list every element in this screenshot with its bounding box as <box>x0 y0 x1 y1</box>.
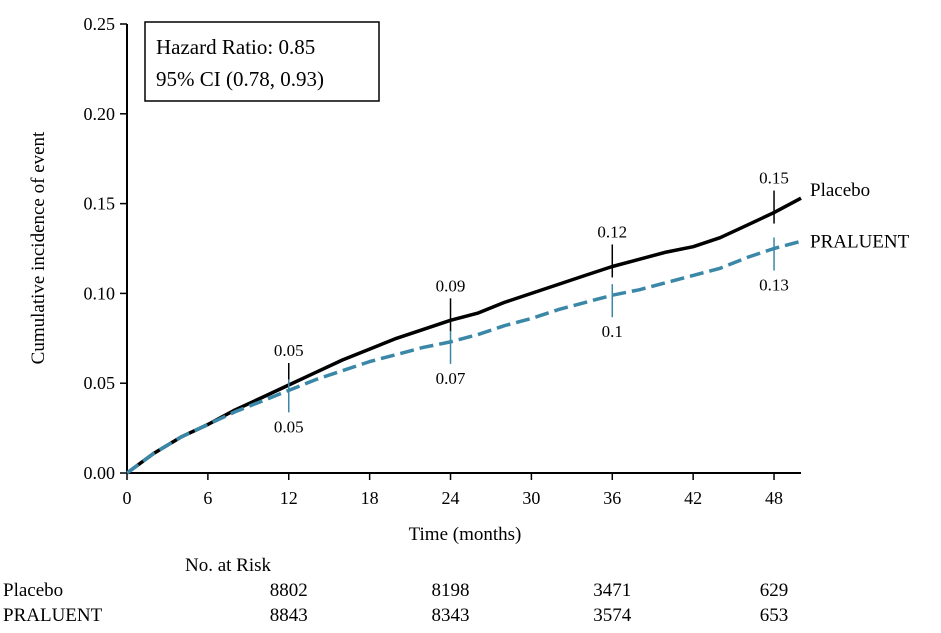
placebo-mark-label: 0.12 <box>597 222 627 241</box>
annotation-box: Hazard Ratio: 0.85 95% CI (0.78, 0.93) <box>144 21 380 102</box>
risk-row-placebo: Placebo 8802 8198 3471 629 <box>0 580 941 604</box>
risk-row-label: PRALUENT <box>3 605 103 626</box>
placebo-mark-label: 0.05 <box>274 341 304 360</box>
y-tick-label: 0.20 <box>84 104 116 124</box>
y-tick-label: 0.00 <box>84 463 116 483</box>
placebo-mark-label: 0.09 <box>436 276 466 295</box>
y-tick-label: 0.25 <box>84 14 116 34</box>
risk-value: 8802 <box>269 580 308 601</box>
risk-row-label: Placebo <box>3 580 64 601</box>
praluent-mark-label: 0.1 <box>602 322 623 341</box>
series-layer: Placebo PRALUENT <box>125 180 910 475</box>
risk-value: 3471 <box>593 580 632 601</box>
series-line-praluent <box>125 239 802 475</box>
y-tick-label: 0.10 <box>84 283 116 303</box>
x-tick-label: 12 <box>280 488 298 508</box>
risk-value: 3574 <box>593 605 632 626</box>
series-label-placebo: Placebo <box>810 180 870 201</box>
y-tick-label: 0.15 <box>84 194 116 214</box>
x-tick-label: 30 <box>522 488 540 508</box>
hazard-ratio-text: Hazard Ratio: 0.85 <box>156 35 315 59</box>
risk-value: 8198 <box>431 580 470 601</box>
x-tick-label: 42 <box>684 488 702 508</box>
confidence-interval-text: 95% CI (0.78, 0.93) <box>156 67 324 91</box>
placebo-mark-label: 0.15 <box>759 169 789 188</box>
marks-layer: 0.05 0.09 0.12 0.15 0.05 0.07 0.1 0.13 <box>274 169 789 437</box>
x-tick-label: 6 <box>203 488 212 508</box>
x-axis-label: Time (months) <box>409 524 522 545</box>
y-tick-label: 0.05 <box>84 373 116 393</box>
risk-row-praluent: PRALUENT 8843 8343 3574 653 <box>0 605 941 629</box>
risk-table-title: No. at Risk <box>185 555 272 576</box>
x-tick-label: 24 <box>442 488 460 508</box>
praluent-mark-label: 0.13 <box>759 276 789 295</box>
x-tick-label: 18 <box>361 488 379 508</box>
axes: 0.00 0.05 0.10 0.15 0.20 0.25 0 6 12 18 24 30 36 42 48 <box>84 14 801 508</box>
y-axis-label: Cumulative incidence of event <box>28 131 49 364</box>
x-tick-label: 36 <box>603 488 621 508</box>
annotation-frame <box>144 21 380 102</box>
risk-value: 8843 <box>269 605 308 626</box>
series-label-praluent: PRALUENT <box>810 231 910 252</box>
praluent-mark-label: 0.05 <box>274 417 304 436</box>
kaplan-meier-chart: 0.00 0.05 0.10 0.15 0.20 0.25 0 6 12 18 24 30 36 42 48… <box>28 14 910 545</box>
praluent-mark-label: 0.07 <box>436 369 466 388</box>
x-tick-label: 48 <box>765 488 783 508</box>
x-tick-label: 0 <box>123 488 132 508</box>
risk-value: 8343 <box>431 605 470 626</box>
series-line-placebo <box>125 196 802 475</box>
risk-value: 653 <box>759 605 789 626</box>
risk-value: 629 <box>759 580 789 601</box>
